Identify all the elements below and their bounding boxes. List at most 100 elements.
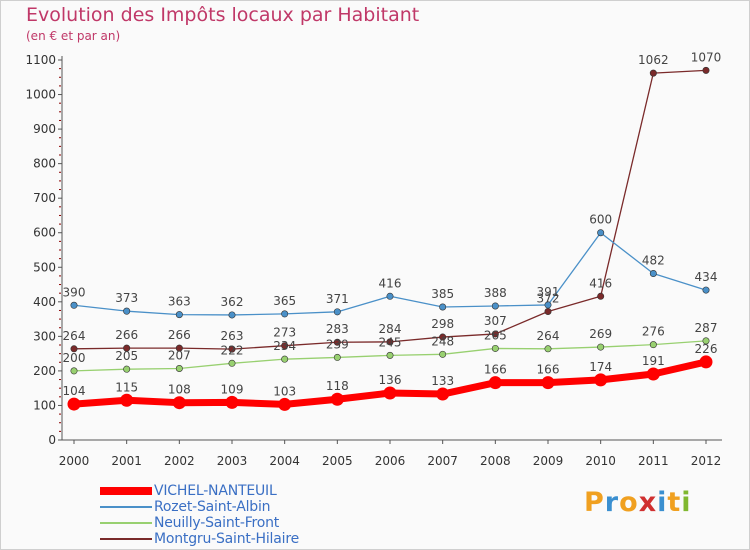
data-point [541,376,555,390]
data-point [544,345,552,353]
data-label: 385 [431,287,454,301]
x-tick-label: 2011 [638,454,669,468]
data-point [228,311,236,319]
y-tick-label: 700 [33,191,56,205]
logo-letter: i [681,487,692,518]
data-label: 307 [484,314,507,328]
legend-swatch [100,506,152,508]
data-point [544,307,552,315]
data-label: 264 [537,329,560,343]
data-point [439,350,447,358]
x-tick-label: 2009 [533,454,564,468]
data-label: 600 [589,213,612,227]
data-point [70,301,78,309]
data-point [330,392,344,406]
data-point [649,341,657,349]
data-label: 416 [589,276,612,290]
data-point [439,333,447,341]
data-point [172,396,186,410]
data-label: 174 [589,360,612,374]
data-point [333,338,341,346]
data-point [175,311,183,319]
data-point [699,355,713,369]
y-tick-label: 600 [33,226,56,240]
logo-letter: x [638,487,658,518]
data-label: 372 [537,291,560,305]
x-tick-label: 2003 [217,454,248,468]
data-label: 166 [484,363,507,377]
y-tick-label: 100 [33,398,56,412]
data-label: 222 [221,343,244,357]
data-point [702,66,710,74]
data-label: 166 [537,363,560,377]
data-point [120,393,134,407]
data-label: 390 [63,285,86,299]
data-point [646,367,660,381]
data-point [281,310,289,318]
data-point [436,387,450,401]
data-point [491,330,499,338]
y-tick-label: 1100 [25,53,56,67]
data-label: 371 [326,292,349,306]
logo-letter: t [667,487,682,518]
data-point [175,364,183,372]
x-tick-label: 2001 [111,454,142,468]
data-label: 264 [63,329,86,343]
data-label: 265 [484,328,507,342]
data-point [67,397,81,411]
y-tick-label: 900 [33,122,56,136]
data-label: 191 [642,354,665,368]
legend-swatch [100,522,152,524]
y-tick-label: 500 [33,260,56,274]
data-point [333,308,341,316]
data-label: 388 [484,286,507,300]
data-label: 239 [326,337,349,351]
legend-label: Rozet-Saint-Albin [154,499,271,515]
x-tick-label: 2005 [322,454,353,468]
data-point [281,355,289,363]
logo-letter: P [584,487,605,518]
data-point [488,376,502,390]
data-label: 298 [431,317,454,331]
data-point [123,365,131,373]
x-tick-label: 2007 [427,454,458,468]
data-label: 226 [695,342,718,356]
legend-swatch [100,487,152,495]
data-label: 200 [63,351,86,365]
proxiti-logo: Proxiti [584,487,692,518]
data-point [123,307,131,315]
data-label: 391 [537,285,560,299]
data-label: 283 [326,322,349,336]
y-tick-label: 200 [33,364,56,378]
data-label: 118 [326,379,349,393]
data-point [594,373,608,387]
logo-letter: r [604,487,620,518]
data-point [228,345,236,353]
x-tick-label: 2012 [691,454,722,468]
data-point [225,395,239,409]
data-point [491,302,499,310]
data-label: 109 [221,382,244,396]
data-point [439,303,447,311]
data-label: 365 [273,294,296,308]
x-tick-label: 2010 [585,454,616,468]
data-point [544,301,552,309]
data-label: 287 [695,321,718,335]
y-tick-label: 0 [48,433,56,447]
data-point [386,292,394,300]
x-tick-label: 2008 [480,454,511,468]
data-label: 103 [273,384,296,398]
legend-label: Neuilly-Saint-Front [154,515,280,531]
logo-letter: i [657,487,668,518]
data-point [702,337,710,345]
data-label: 416 [379,276,402,290]
logo-letter: o [619,487,639,518]
data-point [70,345,78,353]
data-point [649,69,657,77]
data-label: 482 [642,253,665,267]
y-tick-label: 400 [33,295,56,309]
data-label: 284 [379,322,402,336]
x-tick-label: 2006 [375,454,406,468]
